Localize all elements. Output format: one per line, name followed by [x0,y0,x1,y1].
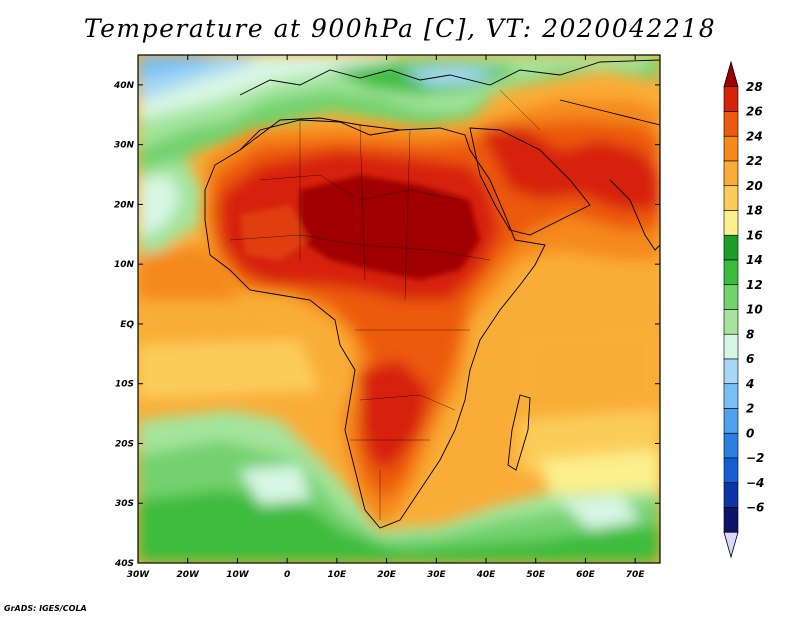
map-title: Temperature at 900hPa [C], VT: 202004221… [83,14,717,43]
lon-label: 40E [476,570,497,580]
colorbar-label: −2 [746,451,764,465]
colorbar-swatch [723,234,739,261]
colorbar-swatch [723,86,739,112]
lat-label: 10N [114,260,135,270]
colorbar-swatch [723,482,739,508]
colorbar-label: 28 [746,80,763,94]
lon-label: 60E [576,570,596,580]
colorbar-swatch [723,432,739,459]
colorbar-swatch [723,259,739,286]
colorbar-label: 16 [746,228,763,242]
country-borders [229,89,541,520]
colorbar-swatch [723,160,739,187]
colorbar-swatch [723,210,739,236]
colorbar-label: 0 [746,426,754,440]
map-frame [137,54,661,564]
lat-label: 30S [115,499,134,509]
lon-label: 70E [626,570,646,580]
colorbar-swatch [723,457,739,484]
lon-label: 20W [176,570,200,580]
lat-label: 40N [113,81,135,91]
latitude-axis: 40N 30N 20N 10N EQ 10S 20S 30S 40S [113,81,660,569]
colorbar-label: 26 [746,105,763,119]
colorbar-swatch [723,185,739,211]
lat-label: 30N [114,141,135,151]
credit-text: GrADS: IGES/COLA [4,604,87,613]
lon-label: 50E [526,570,546,580]
lon-label: 10W [226,570,250,580]
lon-label: 30E [427,570,447,580]
colorbar-label: 12 [746,278,763,292]
lat-label: EQ [120,320,134,330]
lat-label: 20S [115,439,134,449]
temperature-field [138,55,660,563]
longitude-axis: 30W 20W 10W 0 10E 20E 30E 40E 50E 60E 70E [127,55,646,580]
colorbar-label: −6 [746,501,764,515]
colorbar-swatch [723,383,739,409]
lon-label: 30W [127,570,151,580]
lon-label: 10E [328,570,348,580]
colorbar-label: 6 [746,352,754,366]
lat-label: 10S [115,380,134,390]
colorbar-cap-top [723,60,739,88]
colorbar-swatch [723,309,739,335]
colorbar-swatch [723,284,739,310]
colorbar-swatch [723,408,739,434]
lon-label: 20E [377,570,397,580]
colorbar-label: −4 [746,476,764,490]
lat-label: 20N [114,200,135,210]
colorbar-label: 4 [745,377,754,391]
colorbar-label: 18 [746,204,763,218]
colorbar-label: 14 [746,253,763,267]
colorbar-swatch [723,333,739,360]
colorbar-label: 8 [746,327,754,341]
colorbar-swatch [723,507,739,533]
colorbar-label: 22 [746,154,763,168]
lon-label: 0 [284,570,290,580]
colorbar-swatch [723,135,739,162]
lat-label: 40S [114,559,134,569]
colorbar-swatch [723,111,739,137]
colorbar-cap-bottom [723,531,739,559]
colorbar-label: 24 [746,129,763,143]
colorbar-label: 10 [746,303,763,317]
colorbar-swatch [723,358,739,385]
colorbar-label: 2 [746,402,754,416]
colorbar-label: 20 [746,179,763,193]
coastlines [204,59,660,529]
